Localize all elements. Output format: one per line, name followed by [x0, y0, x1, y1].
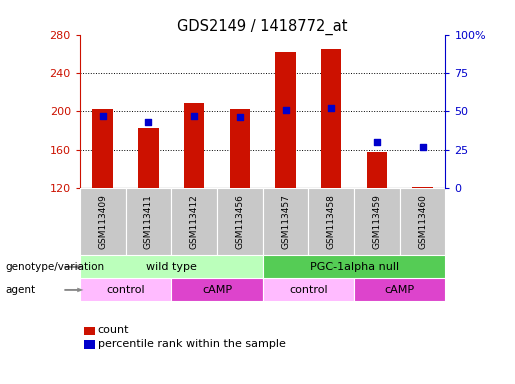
Bar — [275, 52, 296, 188]
Text: count: count — [98, 325, 129, 335]
Text: PGC-1alpha null: PGC-1alpha null — [310, 262, 399, 272]
Bar — [400, 188, 445, 255]
Bar — [354, 188, 400, 255]
Point — [419, 144, 427, 150]
Text: agent: agent — [5, 285, 35, 295]
Text: wild type: wild type — [146, 262, 197, 272]
Bar — [263, 188, 308, 255]
Bar — [80, 188, 126, 255]
Bar — [321, 49, 341, 188]
Bar — [171, 278, 263, 301]
Text: GSM113460: GSM113460 — [418, 194, 427, 249]
Bar — [217, 188, 263, 255]
Bar — [413, 187, 433, 188]
Bar — [80, 278, 171, 301]
Point — [98, 113, 107, 119]
Text: cAMP: cAMP — [202, 285, 232, 295]
Point — [144, 119, 152, 125]
Bar — [230, 109, 250, 188]
Text: GSM113458: GSM113458 — [327, 194, 336, 249]
Text: GSM113409: GSM113409 — [98, 194, 107, 249]
Text: GSM113412: GSM113412 — [190, 194, 199, 249]
Point — [236, 114, 244, 121]
Text: GSM113411: GSM113411 — [144, 194, 153, 249]
Text: GSM113456: GSM113456 — [235, 194, 244, 249]
Bar — [354, 278, 445, 301]
Text: percentile rank within the sample: percentile rank within the sample — [98, 339, 286, 349]
Point — [190, 113, 198, 119]
Point — [327, 105, 335, 111]
Point — [281, 107, 289, 113]
Bar — [92, 109, 113, 188]
Text: control: control — [289, 285, 328, 295]
Bar — [367, 152, 387, 188]
Title: GDS2149 / 1418772_at: GDS2149 / 1418772_at — [177, 18, 348, 35]
Point — [373, 139, 381, 145]
Bar — [138, 127, 159, 188]
Text: cAMP: cAMP — [385, 285, 415, 295]
Text: genotype/variation: genotype/variation — [5, 262, 104, 272]
Bar — [171, 188, 217, 255]
Bar — [263, 255, 445, 278]
Bar — [80, 255, 263, 278]
Bar — [184, 103, 204, 188]
Bar — [263, 278, 354, 301]
Bar — [126, 188, 171, 255]
Text: GSM113459: GSM113459 — [372, 194, 382, 249]
Bar — [308, 188, 354, 255]
Text: GSM113457: GSM113457 — [281, 194, 290, 249]
Text: control: control — [106, 285, 145, 295]
